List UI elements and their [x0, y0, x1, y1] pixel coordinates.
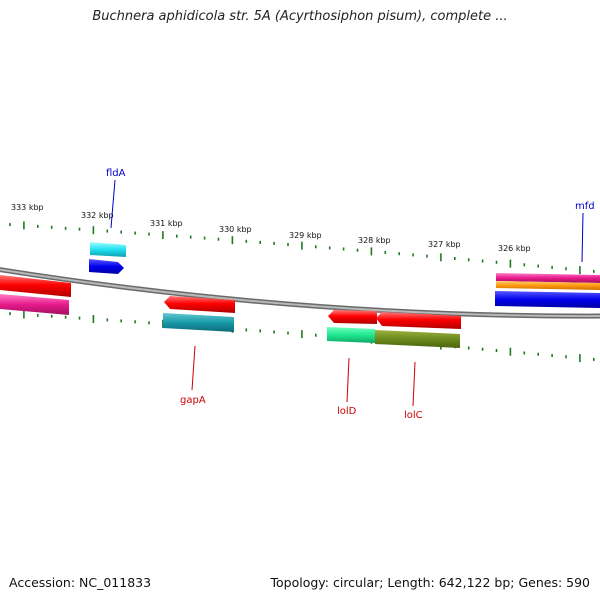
- gene-label-lolD[interactable]: lolD: [337, 406, 357, 417]
- accession-text: Accession: NC_011833: [9, 575, 152, 590]
- feature-red-left[interactable]: [0, 275, 71, 297]
- feature-lolC-olive[interactable]: [375, 330, 460, 348]
- upper-tick-marks: [9, 221, 595, 275]
- mfd-pointer: [581, 212, 584, 263]
- feature-blue-arrow[interactable]: [89, 259, 124, 274]
- gene-label-gapA[interactable]: gapA: [180, 395, 206, 406]
- scale-label-333: 333 kbp: [11, 203, 44, 212]
- feature-lolD-red-arrow[interactable]: [328, 310, 377, 324]
- lolD-pointer: [346, 357, 350, 403]
- feature-pink-left[interactable]: [0, 294, 69, 315]
- scale-label-332: 332 kbp: [81, 211, 114, 220]
- scale-label-329: 329 kbp: [289, 231, 322, 240]
- feature-lolC-red-arrow[interactable]: [376, 312, 461, 329]
- gene-label-fldA[interactable]: fldA: [106, 168, 126, 179]
- scale-label-331: 331 kbp: [150, 219, 183, 228]
- feature-orange-right[interactable]: [496, 281, 600, 290]
- lolC-pointer: [412, 361, 416, 407]
- map-title: Buchnera aphidicola str. 5A (Acyrthosiph…: [92, 9, 508, 24]
- scale-label-326: 326 kbp: [498, 244, 531, 253]
- feature-red-arrow-gapA[interactable]: [164, 296, 235, 313]
- fldA-pointer: [110, 179, 116, 229]
- feature-lolD-green[interactable]: [327, 327, 375, 343]
- scale-label-327: 327 kbp: [428, 240, 461, 249]
- gene-label-lolC[interactable]: lolC: [404, 410, 423, 421]
- genome-summary-text: Topology: circular; Length: 642,122 bp; …: [270, 575, 591, 590]
- feature-fldA-cyan[interactable]: [90, 242, 126, 257]
- feature-mfd-blue[interactable]: [495, 291, 600, 308]
- scale-label-328: 328 kbp: [358, 236, 391, 245]
- feature-gapA-teal[interactable]: [163, 313, 234, 332]
- feature-pink-right[interactable]: [496, 273, 600, 283]
- scale-labels: 333 kbp 332 kbp 331 kbp 330 kbp 329 kbp …: [11, 203, 531, 253]
- lower-tick-marks: [9, 310, 595, 363]
- gapA-pointer: [191, 345, 196, 391]
- genome-backbone-highlight: [0, 268, 600, 318]
- gene-label-mfd[interactable]: mfd: [575, 201, 595, 212]
- scale-label-330: 330 kbp: [219, 225, 252, 234]
